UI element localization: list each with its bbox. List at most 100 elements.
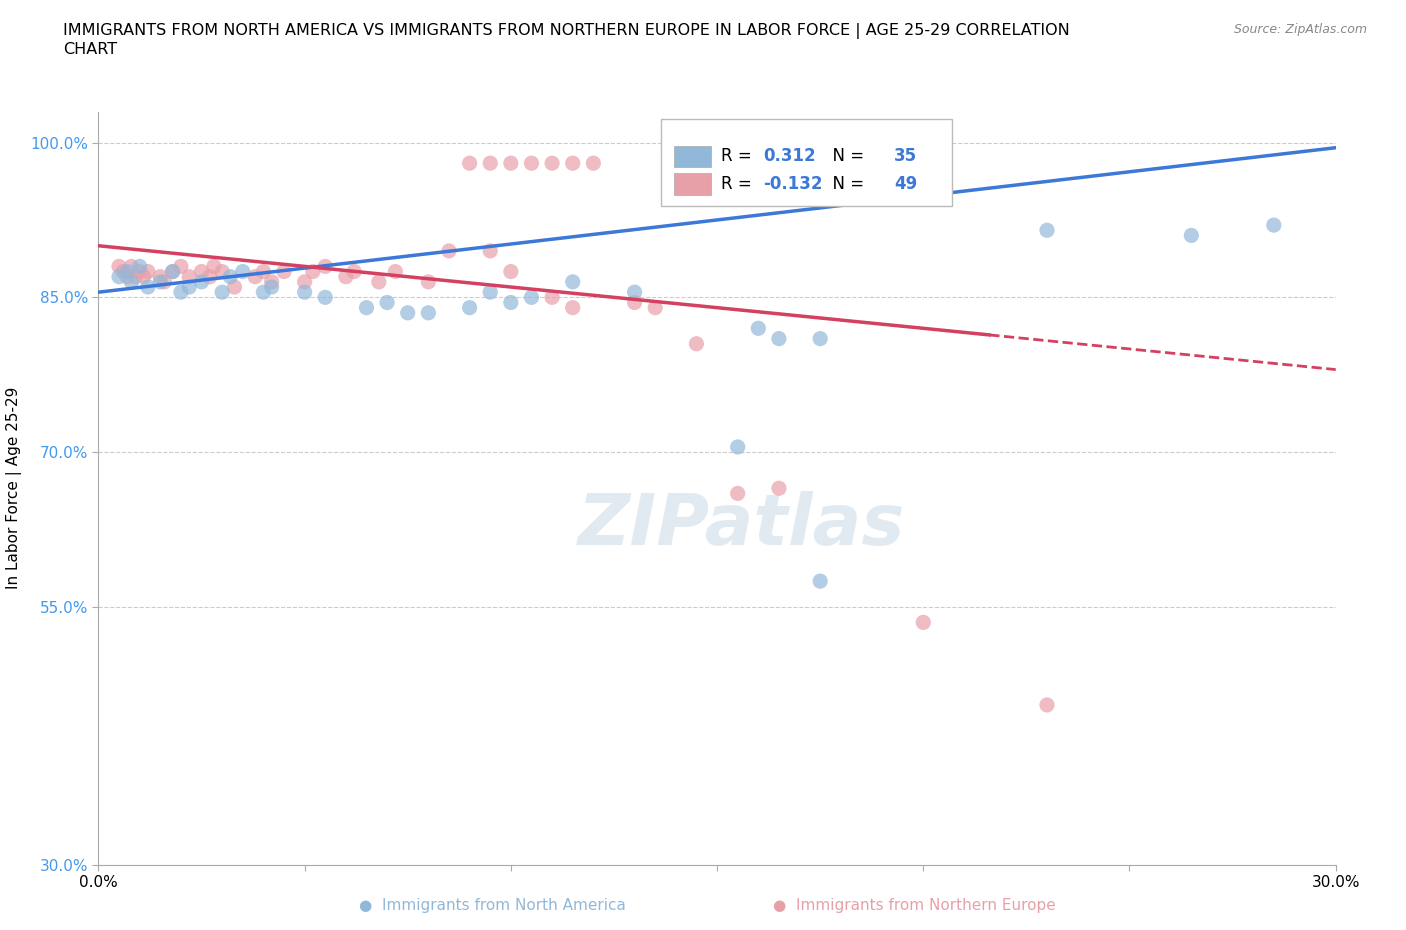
Point (418, 305, 440, 320)
Point (499, 264, 522, 279)
Point (179, 280, 201, 295)
Text: CHART: CHART (63, 42, 117, 57)
Text: 0.312: 0.312 (763, 147, 815, 166)
Point (520, 290, 543, 305)
Point (314, 290, 336, 305)
Point (384, 264, 406, 279)
Point (232, 264, 254, 279)
Point (768, 331, 790, 346)
Text: N =: N = (823, 147, 869, 166)
Bar (673, 173, 711, 194)
Text: 49: 49 (894, 175, 917, 193)
Point (375, 295, 398, 310)
Point (541, 290, 564, 305)
Point (162, 264, 184, 279)
Point (120, 274, 142, 289)
Point (128, 264, 150, 279)
Point (685, 337, 707, 352)
Point (499, 155, 522, 170)
Text: ZIPatlas: ZIPatlas (578, 491, 905, 561)
Point (211, 285, 233, 299)
Point (479, 155, 502, 170)
Point (252, 285, 274, 299)
Point (117, 270, 139, 285)
Point (727, 486, 749, 501)
Point (1036, 223, 1059, 238)
Text: ●  Immigrants from North America: ● Immigrants from North America (359, 898, 626, 913)
Point (458, 300, 481, 315)
Point (1180, 228, 1202, 243)
Point (343, 264, 366, 279)
Text: Source: ZipAtlas.com: Source: ZipAtlas.com (1233, 23, 1367, 36)
Y-axis label: In Labor Force | Age 25-29: In Labor Force | Age 25-29 (6, 387, 21, 590)
Point (808, 574, 831, 589)
Text: 35: 35 (894, 147, 917, 166)
Point (808, 331, 831, 346)
Text: IMMIGRANTS FROM NORTH AMERICA VS IMMIGRANTS FROM NORTHERN EUROPE IN LABOR FORCE : IMMIGRANTS FROM NORTH AMERICA VS IMMIGRA… (63, 23, 1070, 39)
Point (260, 280, 283, 295)
Point (479, 244, 502, 259)
Point (190, 264, 212, 279)
Point (418, 274, 440, 289)
Point (120, 259, 142, 273)
Point (170, 259, 193, 273)
Point (124, 270, 146, 285)
Text: R =: R = (721, 147, 756, 166)
Point (561, 300, 583, 315)
Point (273, 264, 295, 279)
Point (149, 270, 172, 285)
Point (117, 264, 139, 279)
Point (561, 274, 583, 289)
Point (356, 300, 378, 315)
Text: N =: N = (823, 175, 869, 193)
Point (108, 259, 131, 273)
Point (260, 274, 283, 289)
Point (294, 274, 316, 289)
Point (623, 285, 645, 299)
Point (1036, 698, 1059, 712)
Point (170, 285, 193, 299)
Point (458, 155, 481, 170)
Point (224, 280, 246, 295)
Point (153, 274, 176, 289)
Point (367, 274, 389, 289)
Point (211, 264, 233, 279)
Point (202, 259, 225, 273)
Point (1263, 218, 1285, 232)
Text: -0.132: -0.132 (763, 175, 823, 193)
Point (108, 270, 131, 285)
Point (437, 244, 460, 259)
Point (302, 264, 325, 279)
Point (727, 440, 749, 455)
Point (179, 270, 201, 285)
Point (768, 481, 790, 496)
Point (243, 270, 266, 285)
Point (252, 264, 274, 279)
Point (396, 305, 419, 320)
Point (112, 264, 135, 279)
Point (149, 274, 172, 289)
Point (582, 155, 605, 170)
Point (314, 259, 336, 273)
Point (644, 300, 666, 315)
Point (198, 270, 221, 285)
Point (219, 270, 242, 285)
Point (623, 295, 645, 310)
FancyBboxPatch shape (661, 119, 952, 206)
Point (747, 321, 769, 336)
Text: R =: R = (721, 175, 756, 193)
Bar (673, 146, 711, 167)
Text: ●  Immigrants from Northern Europe: ● Immigrants from Northern Europe (772, 898, 1056, 913)
Point (294, 285, 316, 299)
Point (128, 259, 150, 273)
Point (132, 270, 155, 285)
Point (479, 285, 502, 299)
Point (136, 280, 159, 295)
Point (499, 295, 522, 310)
Point (335, 270, 357, 285)
Point (561, 155, 583, 170)
Point (912, 615, 935, 630)
Point (190, 274, 212, 289)
Point (162, 264, 184, 279)
Point (520, 155, 543, 170)
